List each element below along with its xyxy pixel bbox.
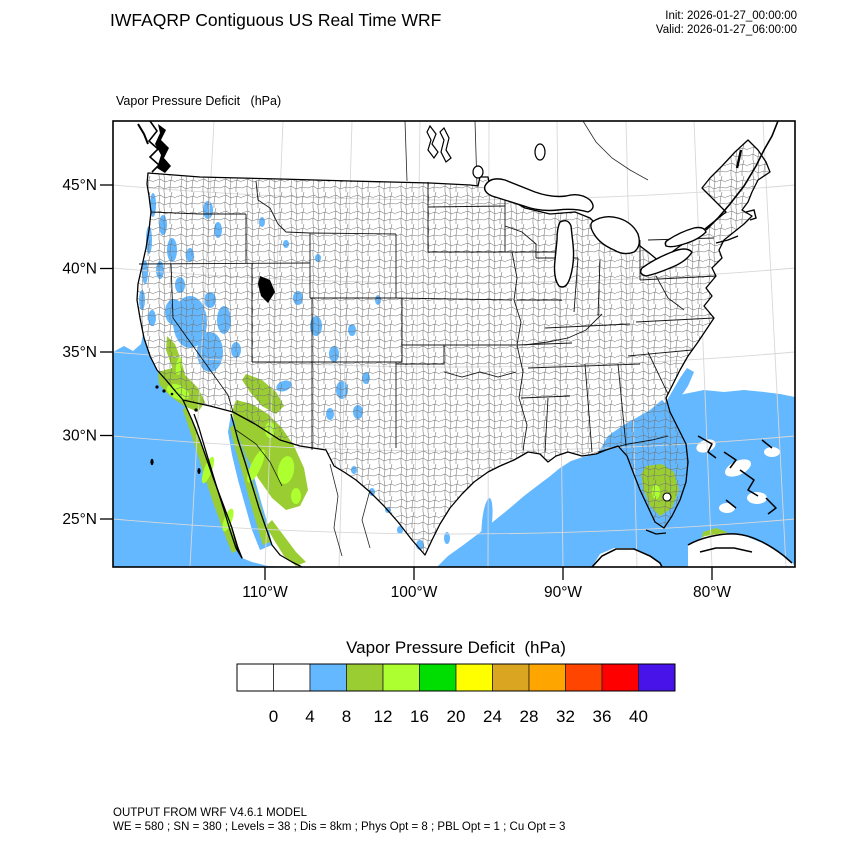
page-title: IWFAQRP Contiguous US Real Time WRF bbox=[110, 10, 441, 30]
map-frame bbox=[112, 120, 796, 568]
lat-label: 35°N bbox=[62, 344, 97, 361]
colorbar-cell bbox=[455, 663, 493, 692]
colorbar-border bbox=[236, 663, 676, 692]
colorbar-tick: 0 bbox=[269, 707, 278, 726]
cuba-coast bbox=[687, 533, 793, 564]
lat-label: 40°N bbox=[62, 261, 97, 278]
colorbar-tick: 24 bbox=[483, 707, 502, 726]
lon-label: 110°W bbox=[242, 584, 288, 601]
gulf-california-green bbox=[230, 424, 270, 545]
lon-label: 100°W bbox=[391, 584, 438, 601]
colorbar-cell bbox=[638, 663, 676, 692]
footer-config-line: WE = 580 ; SN = 380 ; Levels = 38 ; Dis … bbox=[113, 821, 565, 833]
colorbar-cell bbox=[565, 663, 603, 692]
lake-michigan bbox=[553, 219, 575, 288]
colorbar-tick-labels: 0 4 8 12 16 20 24 28 32 36 40 bbox=[269, 707, 648, 726]
colorbar-cell bbox=[236, 663, 274, 692]
footer-model-line: OUTPUT FROM WRF V4.6.1 MODEL bbox=[113, 807, 308, 819]
colorbar-tick: 4 bbox=[305, 707, 314, 726]
lon-label: 90°W bbox=[544, 584, 582, 601]
colorbar-cells bbox=[236, 663, 676, 692]
lat-label: 25°N bbox=[62, 511, 97, 528]
init-time-label: Init: 2026-01-27_00:00:00 bbox=[665, 10, 797, 22]
sinaloa-green bbox=[266, 520, 306, 566]
colorbar: Vapor Pressure Deficit (hPa) 0 4 8 12 16… bbox=[236, 638, 676, 726]
colorbar-tick: 32 bbox=[556, 707, 575, 726]
colorbar-cell bbox=[419, 663, 457, 692]
sonora-green bbox=[232, 400, 308, 510]
colorbar-tick: 20 bbox=[447, 707, 466, 726]
colorbar-cell bbox=[273, 663, 311, 692]
caribbean-islands bbox=[687, 435, 793, 564]
lon-label: 80°W bbox=[693, 584, 731, 601]
great-lakes bbox=[483, 178, 707, 288]
mexico-coastlines bbox=[182, 399, 303, 567]
map-canvas bbox=[113, 121, 795, 567]
lake-ontario bbox=[664, 226, 707, 248]
lake-superior bbox=[483, 178, 594, 213]
colorbar-tick: 40 bbox=[629, 707, 648, 726]
colorbar-cell bbox=[528, 663, 566, 692]
colorbar-tick: 8 bbox=[342, 707, 351, 726]
mexico-canada-borders bbox=[235, 121, 649, 557]
pacific-nw-details bbox=[137, 121, 275, 303]
colorbar-cell bbox=[382, 663, 420, 692]
colorbar-tick: 12 bbox=[374, 707, 393, 726]
gulf-atlantic-blue-region bbox=[437, 390, 795, 567]
lake-erie bbox=[639, 248, 693, 277]
southeast-coast-blue-strip bbox=[666, 368, 694, 408]
lat-label: 30°N bbox=[62, 428, 97, 445]
colorbar-cell bbox=[492, 663, 530, 692]
colorbar-cell bbox=[346, 663, 384, 692]
state-borders bbox=[138, 180, 717, 453]
lat-label: 45°N bbox=[62, 177, 97, 194]
field-label: Vapor Pressure Deficit (hPa) bbox=[116, 94, 281, 108]
axis-ticks bbox=[100, 184, 713, 580]
lat-axis-labels: 45°N 40°N 35°N 30°N 25°N bbox=[62, 177, 97, 528]
lake-huron bbox=[590, 215, 641, 255]
colorbar-tick: 36 bbox=[593, 707, 612, 726]
colorbar-tick: 28 bbox=[520, 707, 539, 726]
colorbar-cell bbox=[309, 663, 347, 692]
colorbar-title: Vapor Pressure Deficit (hPa) bbox=[346, 638, 566, 657]
colorbar-cell bbox=[601, 663, 639, 692]
lon-axis-labels: 110°W 100°W 90°W 80°W bbox=[242, 584, 731, 601]
valid-time-label: Valid: 2026-01-27_06:00:00 bbox=[656, 24, 797, 36]
colorbar-tick: 16 bbox=[410, 707, 429, 726]
pacific-blue-region bbox=[113, 334, 300, 567]
islands bbox=[150, 385, 672, 567]
canada-details bbox=[426, 121, 779, 244]
